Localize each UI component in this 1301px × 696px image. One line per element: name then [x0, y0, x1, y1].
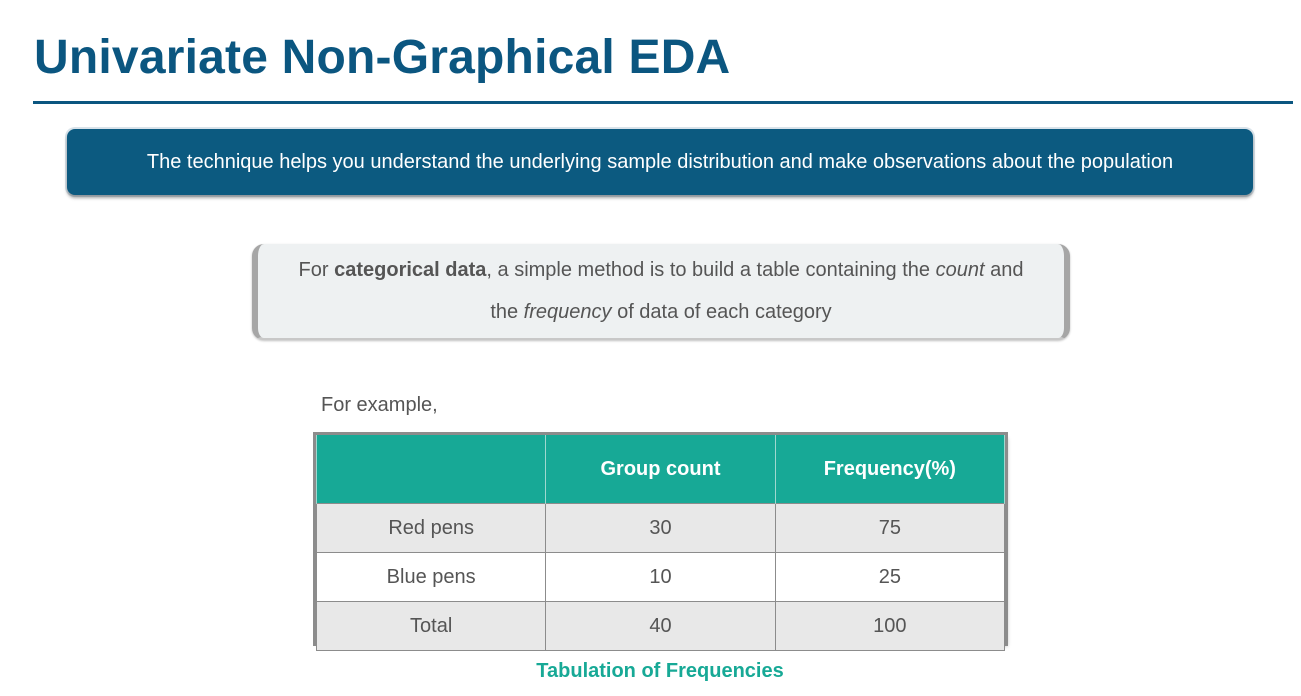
- table-cell: 40: [545, 601, 776, 651]
- callout-italic-term: frequency: [523, 301, 612, 323]
- callout-bold-term: categorical data: [334, 259, 487, 281]
- table-header-row: Group count Frequency(%): [315, 435, 1006, 504]
- banner-text: The technique helps you understand the u…: [146, 150, 1174, 173]
- callout-text: of data of each category: [611, 301, 832, 323]
- callout-text: For: [298, 259, 335, 281]
- page-title: Univariate Non-Graphical EDA: [34, 31, 731, 84]
- table-cell: 100: [774, 601, 1006, 651]
- table-cell: Blue pens: [315, 552, 547, 602]
- table-cell: 30: [545, 503, 776, 553]
- table-caption: Tabulation of Frequencies: [536, 660, 784, 682]
- callout-italic-term: count: [935, 259, 985, 281]
- table-cell: 75: [774, 503, 1006, 553]
- callout-line-1: For categorical data, a simple method is…: [299, 249, 1024, 291]
- example-label: For example,: [321, 394, 438, 416]
- categorical-data-callout: For categorical data, a simple method is…: [252, 244, 1070, 340]
- title-divider: [33, 101, 1293, 104]
- callout-line-2: the frequency of data of each category: [490, 291, 831, 333]
- frequency-table: Group count Frequency(%) Red pens 30 75 …: [315, 435, 1006, 651]
- table-row-total: Total 40 100: [315, 601, 1006, 651]
- table-cell: Red pens: [315, 503, 547, 553]
- table-row: Red pens 30 75: [315, 503, 1006, 553]
- callout-text: , a simple method is to build a table co…: [486, 259, 936, 281]
- column-header-frequency: Frequency(%): [774, 435, 1006, 504]
- frequency-table-container: Group count Frequency(%) Red pens 30 75 …: [315, 435, 1006, 651]
- table-cell: 25: [774, 552, 1006, 602]
- description-banner: The technique helps you understand the u…: [67, 129, 1253, 195]
- callout-text: the: [490, 301, 524, 323]
- table-cell: 10: [545, 552, 776, 602]
- table-cell: Total: [315, 601, 547, 651]
- column-header: [315, 435, 547, 504]
- table-row: Blue pens 10 25: [315, 552, 1006, 602]
- column-header-group-count: Group count: [545, 435, 776, 504]
- callout-text: and: [984, 259, 1024, 281]
